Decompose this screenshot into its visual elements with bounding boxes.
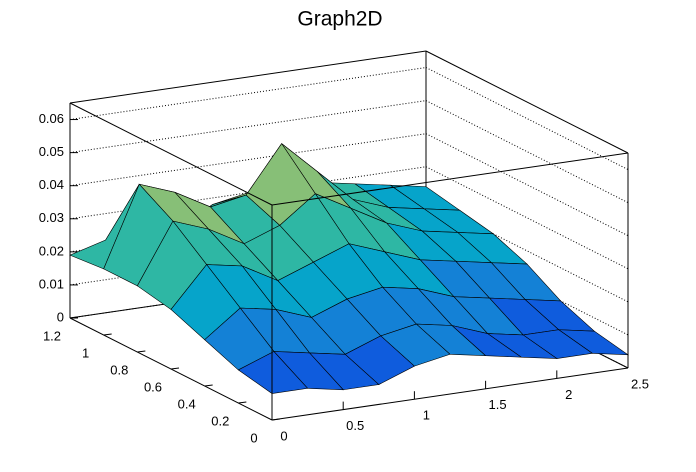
z-tick-label: 0.05	[39, 144, 64, 159]
y-tick	[204, 384, 213, 387]
y-tick-label: 0.4	[178, 396, 196, 411]
z-tick-label: 0.04	[39, 177, 64, 192]
y-tick	[238, 401, 247, 404]
grid-line	[69, 67, 427, 121]
grid-line	[69, 133, 427, 187]
y-tick-label: 0.6	[144, 379, 162, 394]
box-edge	[425, 50, 629, 154]
y-tick-label: 0.2	[211, 413, 229, 428]
x-tick-label: 0	[280, 428, 287, 443]
box-edge	[69, 50, 427, 104]
y-tick-label: 0.8	[110, 362, 128, 377]
grid-line	[425, 67, 629, 170]
x-axis	[271, 367, 629, 421]
x-tick-label: 2.5	[631, 376, 649, 391]
x-tick-label: 1	[423, 408, 430, 423]
y-tick	[69, 316, 79, 319]
x-tick-label: 0.5	[346, 418, 364, 433]
box-edge	[69, 102, 273, 206]
y-tick	[170, 367, 180, 370]
y-tick	[103, 333, 112, 336]
y-tick	[271, 418, 281, 421]
y-tick-label: 1.2	[43, 328, 61, 343]
grid-line	[69, 100, 427, 154]
grid-line	[425, 100, 629, 204]
x-tick-label: 2	[565, 387, 572, 402]
box-edge	[271, 152, 629, 206]
z-tick-label: 0.01	[39, 276, 64, 291]
z-tick-label: 0.03	[39, 210, 64, 225]
x-tick-label: 1.5	[489, 397, 507, 412]
y-tick-label: 1	[82, 345, 89, 360]
z-tick-label: 0	[57, 309, 64, 324]
z-tick-label: 0.02	[39, 243, 64, 258]
surface-cell	[237, 351, 309, 394]
chart-title: Graph2D	[297, 8, 382, 31]
y-tick-label: 0	[250, 430, 257, 445]
z-tick-label: 0.06	[39, 111, 64, 126]
y-tick	[137, 350, 146, 353]
